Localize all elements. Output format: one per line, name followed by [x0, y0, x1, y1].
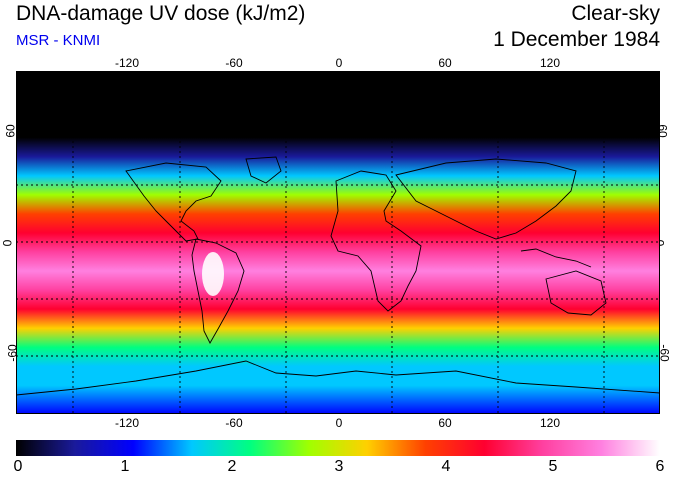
- lon-tick-top: 0: [335, 56, 343, 70]
- lon-tick-top: 120: [539, 56, 561, 70]
- uv-dose-map: [16, 71, 660, 414]
- sky-condition: Clear-sky: [571, 2, 660, 25]
- greenland-coast: [245, 156, 282, 184]
- lon-tick-bottom: -120: [114, 416, 140, 430]
- graticule: [16, 71, 660, 414]
- lon-tick-bottom: -60: [225, 416, 243, 430]
- antarctica-coast: [16, 360, 660, 396]
- south-america-coast: [191, 238, 245, 344]
- north-america-coast: [125, 162, 222, 242]
- andes-peak-region: [202, 252, 224, 296]
- lon-tick-bottom: 120: [539, 416, 561, 430]
- source-label: MSR - KNMI: [16, 32, 101, 49]
- colorbar-tick: 2: [227, 458, 237, 475]
- colorbar-tick: 4: [441, 458, 451, 475]
- lon-tick-top: 60: [438, 56, 452, 70]
- colorbar: [16, 440, 660, 456]
- lon-tick-bottom: 0: [335, 416, 343, 430]
- lon-tick-top: -120: [114, 56, 140, 70]
- indonesia-coast: [520, 248, 592, 268]
- map-title: DNA-damage UV dose (kJ/m2): [16, 2, 306, 25]
- colorbar-tick: 5: [548, 458, 558, 475]
- europe-africa-coast: [330, 170, 422, 312]
- map-date: 1 December 1984: [493, 28, 660, 51]
- colorbar-tick: 6: [655, 458, 665, 475]
- australia-coast: [545, 270, 607, 316]
- lat-tick-left: 0: [0, 239, 15, 247]
- coastlines: [16, 156, 660, 396]
- lon-tick-top: -60: [225, 56, 243, 70]
- colorbar-gradient: [16, 440, 660, 456]
- asia-coast: [395, 158, 577, 240]
- colorbar-tick: 0: [13, 458, 23, 475]
- colorbar-tick: 3: [334, 458, 344, 475]
- uv-field: [16, 71, 660, 414]
- colorbar-tick: 1: [120, 458, 130, 475]
- lon-tick-bottom: 60: [438, 416, 452, 430]
- map-frame: [16, 71, 660, 414]
